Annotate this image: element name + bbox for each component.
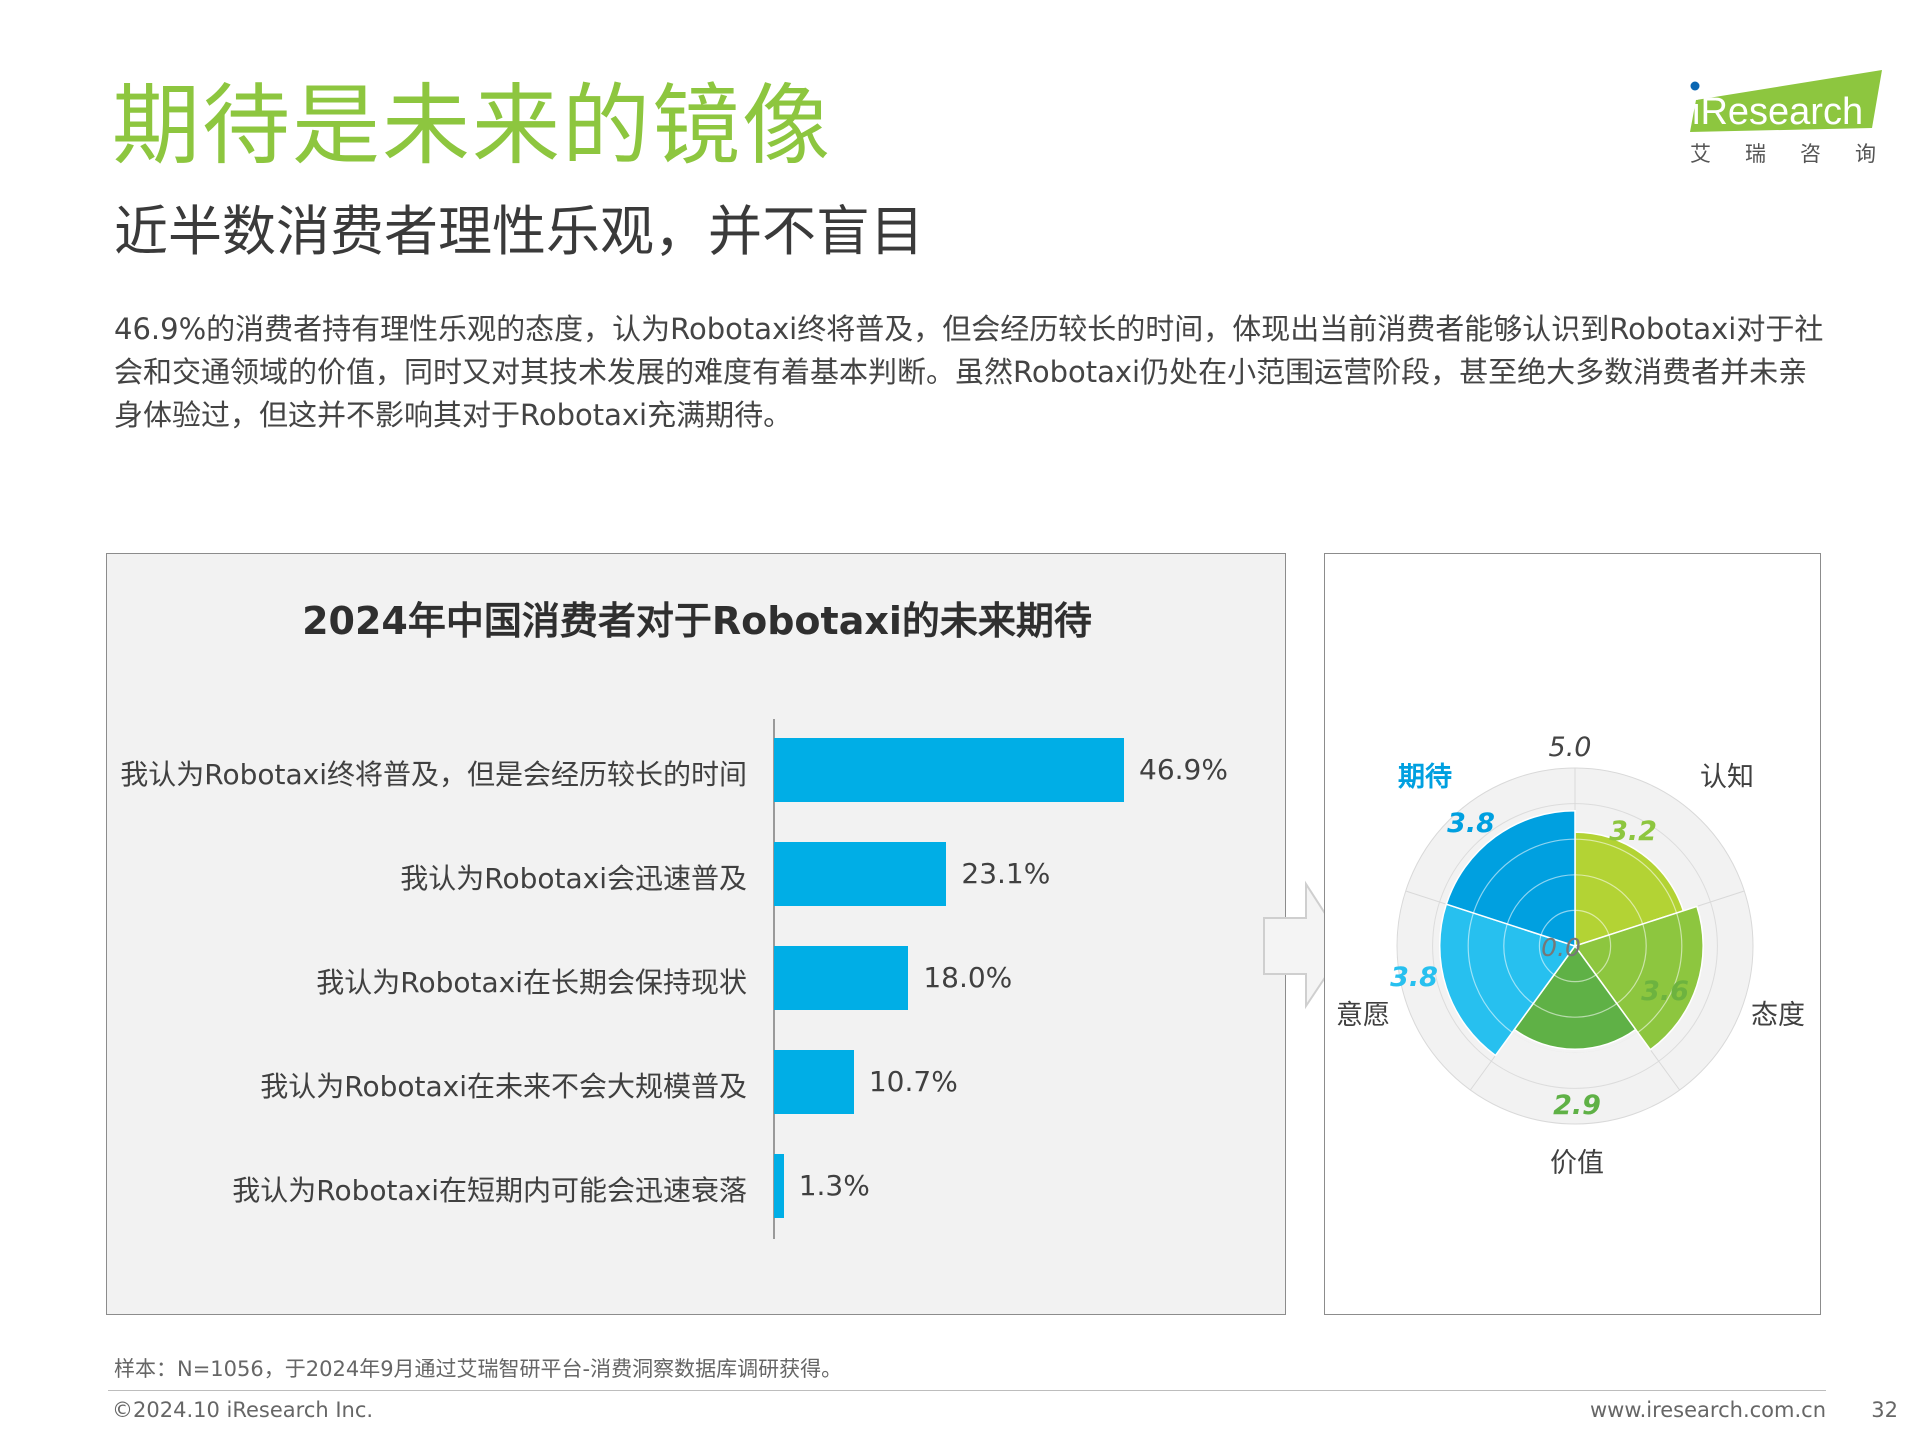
page-subtitle: 近半数消费者理性乐观，并不盲目 [114, 200, 924, 263]
logo-company-name: 艾瑞咨询 [1690, 142, 1910, 166]
bar-value-label: 1.3% [798, 1169, 870, 1202]
polar-category-label: 态度 [1751, 1000, 1805, 1031]
radar-chart-panel: 3.2 3.6 2.9 3.8 3.8 5.0 0.0 认知态度价值 意愿 期待 [1324, 553, 1821, 1315]
footer-divider [108, 1390, 1826, 1391]
polar-inner-ring [1503, 874, 1647, 1018]
polar-category-label: 认知 [1700, 762, 1754, 793]
chart-title: 2024年中国消费者对于Robotaxi的未来期待 [302, 599, 1092, 643]
bar-category-label: 我认为Robotaxi终将普及，但是会经历较长的时间 [120, 758, 747, 791]
bar-value-label: 10.7% [868, 1065, 958, 1098]
bar [774, 738, 1124, 802]
logo-dot [1690, 81, 1700, 91]
bar-category-label: 我认为Robotaxi在长期会保持现状 [316, 966, 747, 999]
iresearch-logo: iResearch [1690, 70, 1882, 133]
bar [774, 1050, 854, 1114]
polar-scale-min: 0.0 [1541, 933, 1581, 962]
polar-scale-max: 5.0 [1549, 732, 1592, 763]
bar-axis [773, 719, 775, 1239]
bar-value-label: 46.9% [1139, 753, 1228, 786]
page-number: 32 [1871, 1398, 1898, 1422]
polar-value-label: 3.2 [1609, 816, 1657, 847]
polar-value-label: 3.8 [1390, 962, 1438, 993]
bar [774, 1154, 784, 1218]
copyright: ©2024.10 iResearch Inc. [112, 1398, 374, 1422]
polar-category-label: 期待 [1398, 762, 1452, 793]
page-title: 期待是未来的镜像 [112, 74, 833, 177]
polar-sector [1439, 903, 1577, 1057]
polar-value-label: 2.9 [1553, 1090, 1601, 1121]
bar-value-label: 23.1% [961, 857, 1051, 890]
polar-value-label: 3.8 [1447, 808, 1495, 839]
polar-inner-ring [1467, 838, 1683, 1054]
bar-category-label: 我认为Robotaxi在短期内可能会迅速衰落 [232, 1174, 747, 1207]
bar-value-label: 18.0% [923, 961, 1013, 994]
body-paragraph: 46.9%的消费者持有理性乐观的态度，认为Robotaxi终将普及，但会经历较长… [114, 312, 1824, 432]
bar-category-label: 我认为Robotaxi会迅速普及 [400, 862, 747, 895]
bar-chart-panel: 2024年中国消费者对于Robotaxi的未来期待 我认为Robotaxi终将普… [106, 553, 1286, 1315]
polar-category-label: 价值 [1550, 1148, 1604, 1179]
polar-value-label: 3.6 [1641, 976, 1689, 1007]
polar-inner-ring [1538, 909, 1612, 983]
logo-banner [1690, 70, 1882, 132]
sample-note: 样本：N=1056，于2024年9月通过艾瑞智研平台-消费洞察数据库调研获得。 [114, 1357, 843, 1381]
bar [774, 842, 947, 906]
polar-category-label: 意愿 [1336, 1000, 1390, 1031]
polar-sector [1574, 831, 1685, 948]
website-link[interactable]: www.iresearch.com.cn [1589, 1398, 1826, 1422]
bar-category-label: 我认为Robotaxi在未来不会大规模普及 [260, 1070, 747, 1103]
logo-text: iResearch [1692, 91, 1863, 133]
polar-sector [1513, 944, 1637, 1050]
bar [774, 946, 909, 1010]
